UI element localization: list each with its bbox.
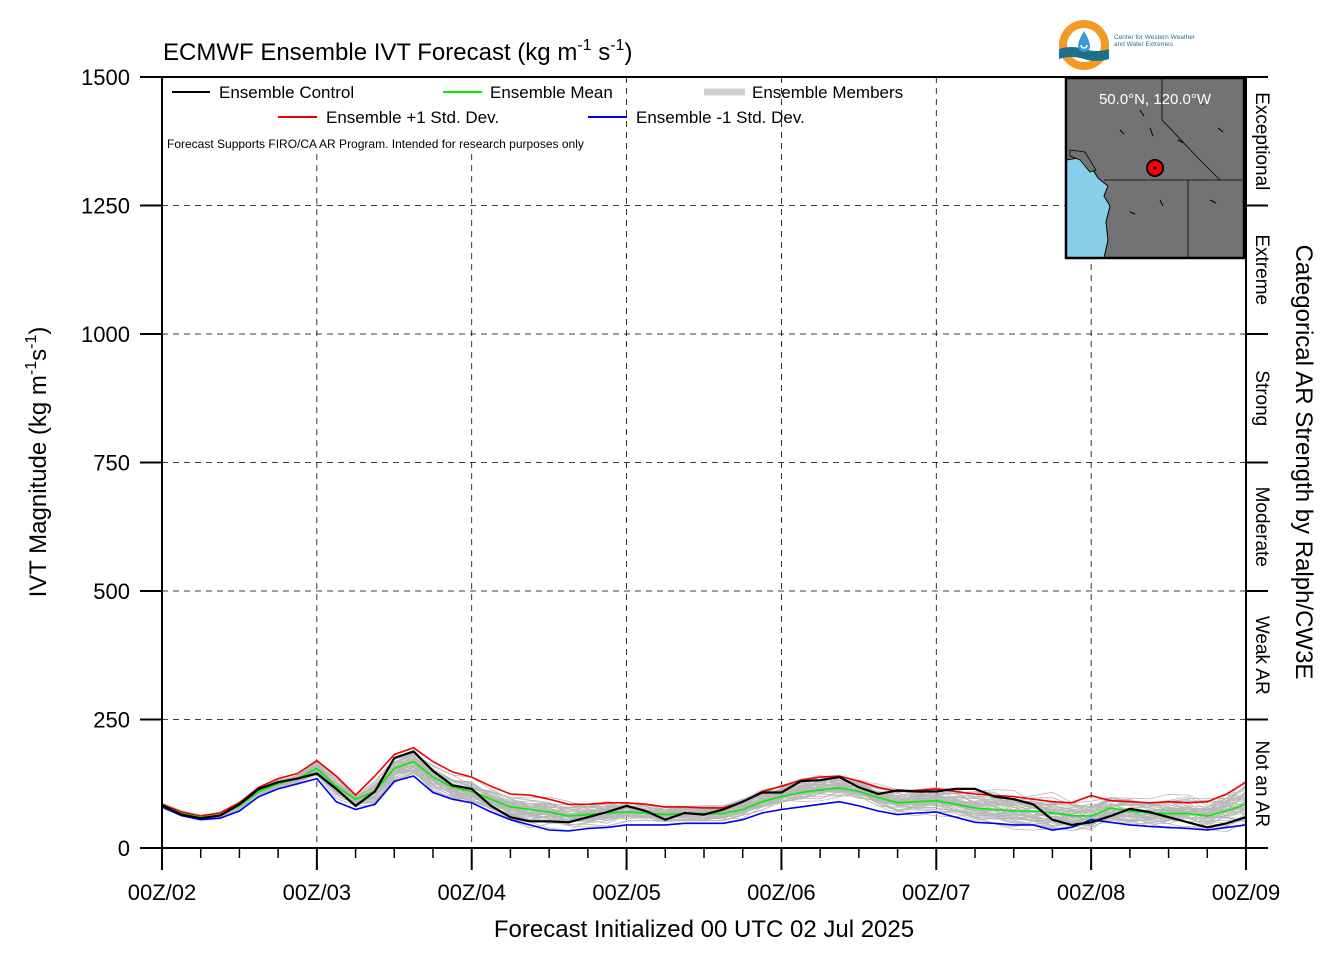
x-tick-label: 00Z/07 xyxy=(902,880,971,905)
y-tick-label: 500 xyxy=(93,579,130,604)
y-tick-label: 1500 xyxy=(81,65,130,90)
inset-border xyxy=(1104,78,1244,258)
y-tick-label: 1250 xyxy=(81,194,130,219)
location-marker-center xyxy=(1153,166,1157,170)
y-axis-label: IVT Magnitude (kg m-1s-1) xyxy=(23,327,52,598)
ensemble-1-std-dev-line xyxy=(161,775,1247,832)
x-tick-label: 00Z/04 xyxy=(437,880,506,905)
inset-island xyxy=(1069,149,1097,173)
y-tick-label: 750 xyxy=(93,451,130,476)
y-tick-label: 250 xyxy=(93,708,130,733)
x-axis-label: Forecast Initialized 00 UTC 02 Jul 2025 xyxy=(494,916,914,943)
ensemble-members xyxy=(161,752,1247,832)
x-tick-label: 00Z/05 xyxy=(592,880,661,905)
y-tick-label: 0 xyxy=(118,836,130,861)
cw3e-logo-icon xyxy=(1059,20,1109,70)
category-label: Strong xyxy=(1251,370,1272,426)
inset-map: 50.0°N, 120.0°W xyxy=(1064,76,1246,260)
category-label: Extreme xyxy=(1251,234,1272,305)
axes: 0 250 500 750 1000 1250 1500 00Z/02 00Z/03 00Z/04… xyxy=(81,65,1280,905)
research-note: Forecast Supports FIRO/CA AR Program. In… xyxy=(167,137,584,151)
ensemble-member-line xyxy=(161,764,1247,830)
y-tick-label: 1000 xyxy=(81,322,130,347)
series-lines xyxy=(161,746,1247,832)
category-label: Exceptional xyxy=(1251,92,1272,190)
x-tick-label: 00Z/02 xyxy=(128,880,197,905)
legend-label-ensemble-control: Ensemble Control xyxy=(219,83,354,102)
category-label: Weak AR xyxy=(1251,616,1272,695)
x-tick-label: 00Z/03 xyxy=(283,880,352,905)
inset-lakes xyxy=(1119,99,1224,215)
legend-label-ensemble-members: Ensemble Members xyxy=(752,83,903,102)
grid xyxy=(162,77,1246,848)
category-label: Moderate xyxy=(1251,487,1272,567)
x-tick-label: 00Z/09 xyxy=(1212,880,1281,905)
x-tick-label: 00Z/08 xyxy=(1057,880,1126,905)
ensemble-control-line xyxy=(161,750,1247,829)
legend-label-ensemble-1-std-dev: Ensemble -1 Std. Dev. xyxy=(636,108,805,127)
ensemble-1-std-dev-line xyxy=(161,746,1247,817)
inset-location-label: 50.0°N, 120.0°W xyxy=(1099,91,1212,108)
inset-frame xyxy=(1064,76,1246,260)
inset-ocean xyxy=(1066,158,1110,258)
chart-title: ECMWF Ensemble IVT Forecast (kg m-1 s-1) xyxy=(163,37,632,66)
right-axis-label: Categorical AR Strength by Ralph/CW3E xyxy=(1290,245,1317,680)
cw3e-logo-text: Center for Western Weather and Water Extr… xyxy=(1114,34,1196,48)
legend-label-ensemble-mean: Ensemble Mean xyxy=(490,83,613,102)
x-tick-label: 00Z/06 xyxy=(747,880,816,905)
legend-label-ensemble-1-std-dev: Ensemble +1 Std. Dev. xyxy=(326,108,499,127)
ensemble-member-line xyxy=(161,759,1247,832)
legend: Ensemble Control Ensemble Mean Ensemble Me… xyxy=(172,83,903,127)
category-label: Not an AR xyxy=(1251,740,1272,827)
